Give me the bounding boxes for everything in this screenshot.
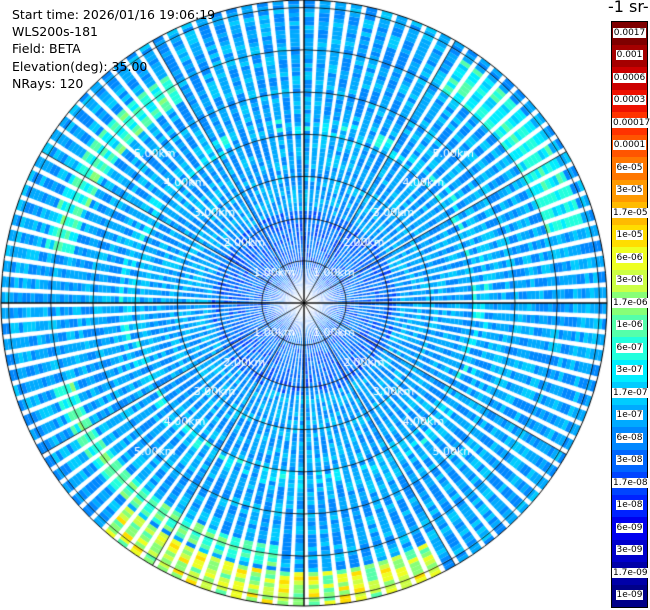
elevation-label: Elevation(deg): 35.00 [12, 58, 148, 74]
colorbar-tick-label: 1e-07 [612, 404, 647, 427]
instrument-label: WLS200s-181 [12, 24, 98, 40]
colorbar-tick-label: 1.7e-05 [612, 202, 649, 225]
colorbar-tick-label: 6e-09 [612, 517, 647, 540]
colorbar-tick-label: 1e-09 [612, 584, 647, 607]
colorbar-tick-label: 6e-06 [612, 247, 647, 270]
colorbar-tick-label: 6e-05 [612, 157, 647, 180]
scan-info-panel: Start time: 2026/01/16 19:06:19 WLS200s-… [12, 6, 215, 92]
colorbar-tick-label: 0.0017 [612, 22, 647, 45]
colorbar-unit-title: -1 sr- [608, 0, 649, 16]
colorbar-tick-label: 1.7e-09 [612, 562, 649, 585]
start-time-label: Start time: 2026/01/16 19:06:19 [12, 7, 216, 22]
colorbar-tick-label: 0.00017 [612, 112, 650, 135]
colorbar-tick-label: 0.0001 [612, 134, 647, 157]
colorbar-tick-label: 3e-07 [612, 359, 647, 382]
colorbar: 0.0017 0.001 0.0006 0.0003 0.00017 0.0001 6e-0… [611, 21, 650, 608]
colorbar-tick-label: 1e-06 [612, 314, 647, 337]
colorbar-tick-label: 3e-08 [612, 449, 647, 472]
colorbar-tick-label: 0.0006 [612, 67, 647, 90]
colorbar-tick-label: 3e-09 [612, 539, 647, 562]
field-label: Field: BETA [12, 41, 81, 57]
colorbar-tick-label: 6e-08 [612, 427, 647, 450]
colorbar-tick-label: 3e-05 [612, 179, 647, 202]
colorbar-tick-label: 0.0003 [612, 89, 647, 112]
colorbar-tick-label: 1e-08 [612, 494, 647, 517]
colorbar-tick-label: 0.001 [612, 44, 647, 67]
colorbar-tick-label: 6e-07 [612, 337, 647, 360]
colorbar-tick-label: 1e-05 [612, 224, 647, 247]
colorbar-tick-label: 1.7e-08 [612, 472, 649, 495]
colorbar-tick-label: 3e-06 [612, 269, 647, 292]
colorbar-tick-label: 1.7e-06 [612, 292, 649, 315]
colorbar-tick-label: 1.7e-07 [612, 382, 649, 405]
nrays-label: NRays: 120 [12, 75, 84, 91]
